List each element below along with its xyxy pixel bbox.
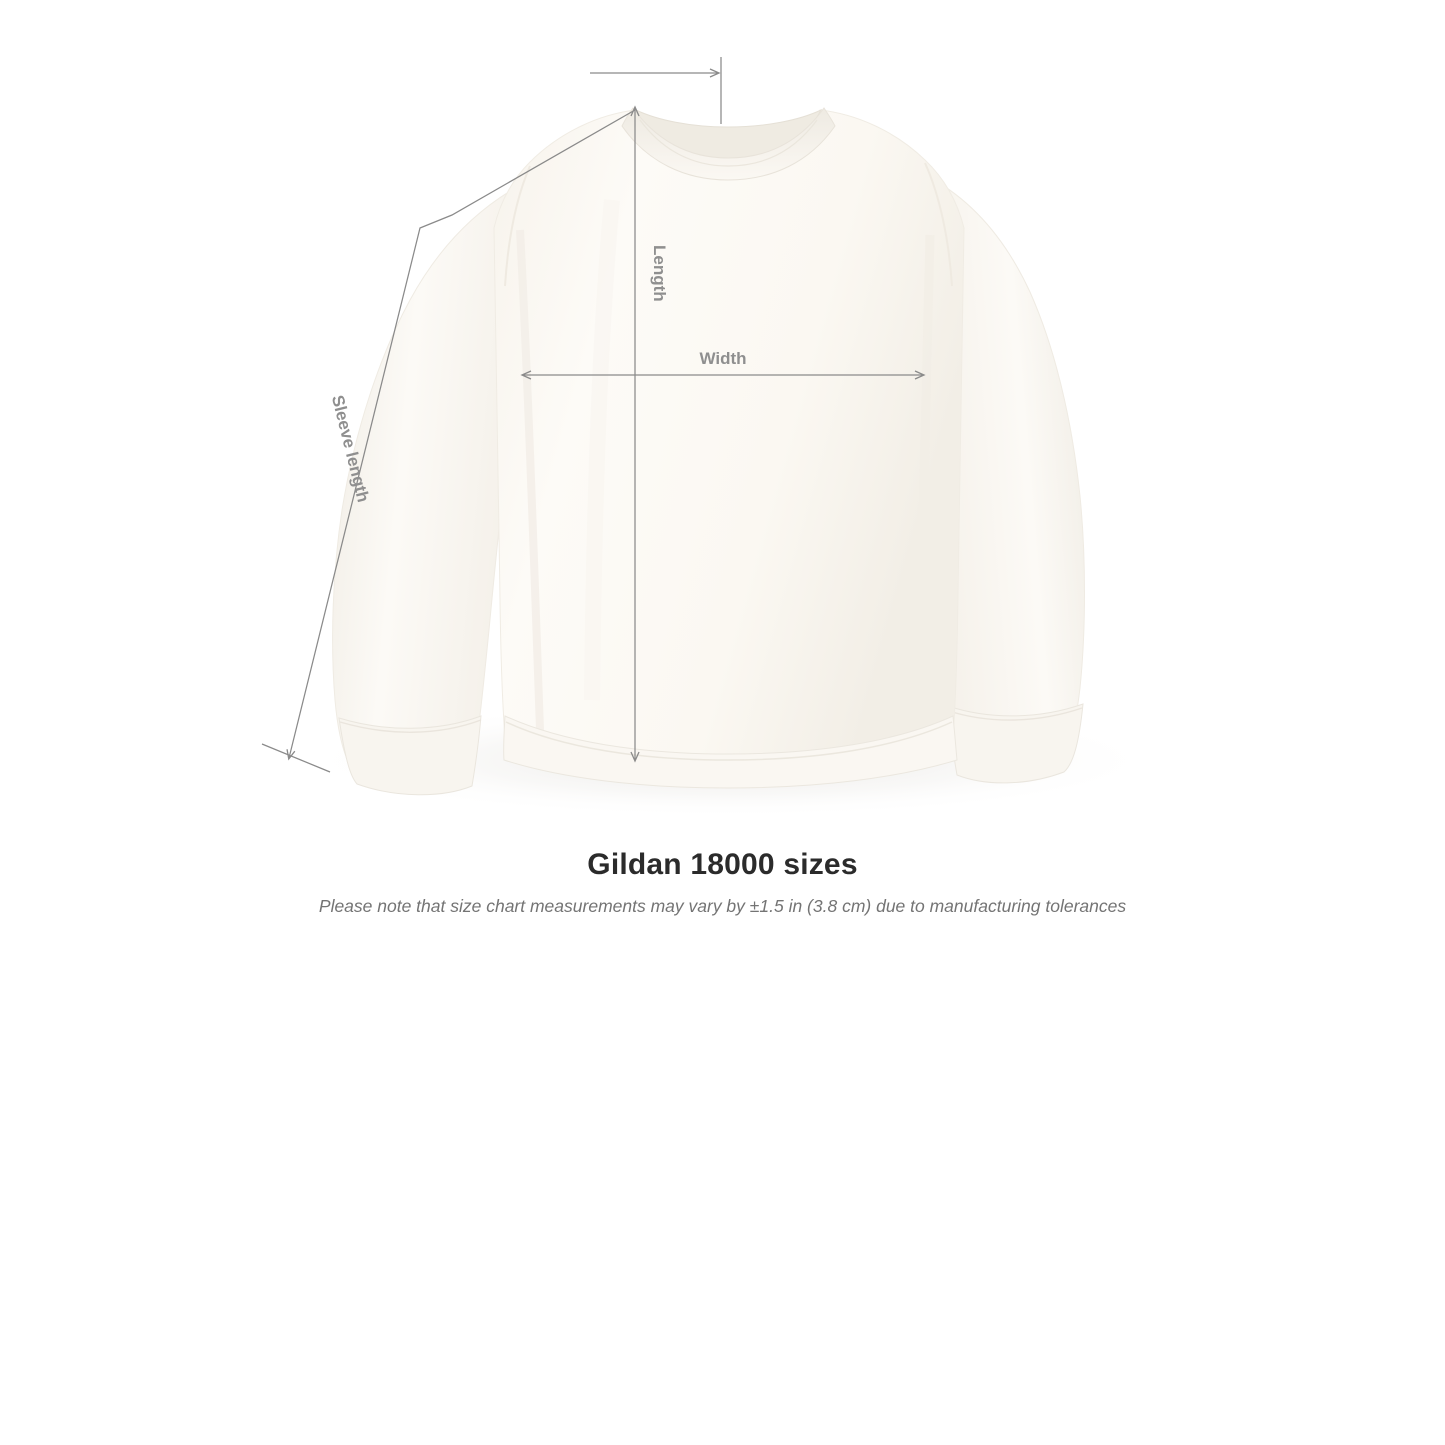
right-shoulder-seam bbox=[924, 162, 953, 287]
shoulder-leader bbox=[590, 57, 722, 124]
tolerance-note: Please note that size chart measurements… bbox=[318, 896, 1127, 916]
page-title: Gildan 18000 sizes bbox=[587, 848, 858, 881]
garment-illustration: Sleeve length Length Width bbox=[261, 57, 1160, 818]
length-label: Length bbox=[650, 245, 669, 302]
bottom-hem bbox=[503, 715, 958, 789]
left-shoulder-seam bbox=[504, 165, 531, 287]
right-cuff bbox=[947, 703, 1084, 784]
width-label: Width bbox=[699, 349, 746, 368]
left-cuff bbox=[338, 715, 482, 796]
length-annotation: Length bbox=[630, 105, 669, 763]
garment-body bbox=[493, 109, 965, 783]
width-annotation: Width bbox=[520, 349, 926, 380]
